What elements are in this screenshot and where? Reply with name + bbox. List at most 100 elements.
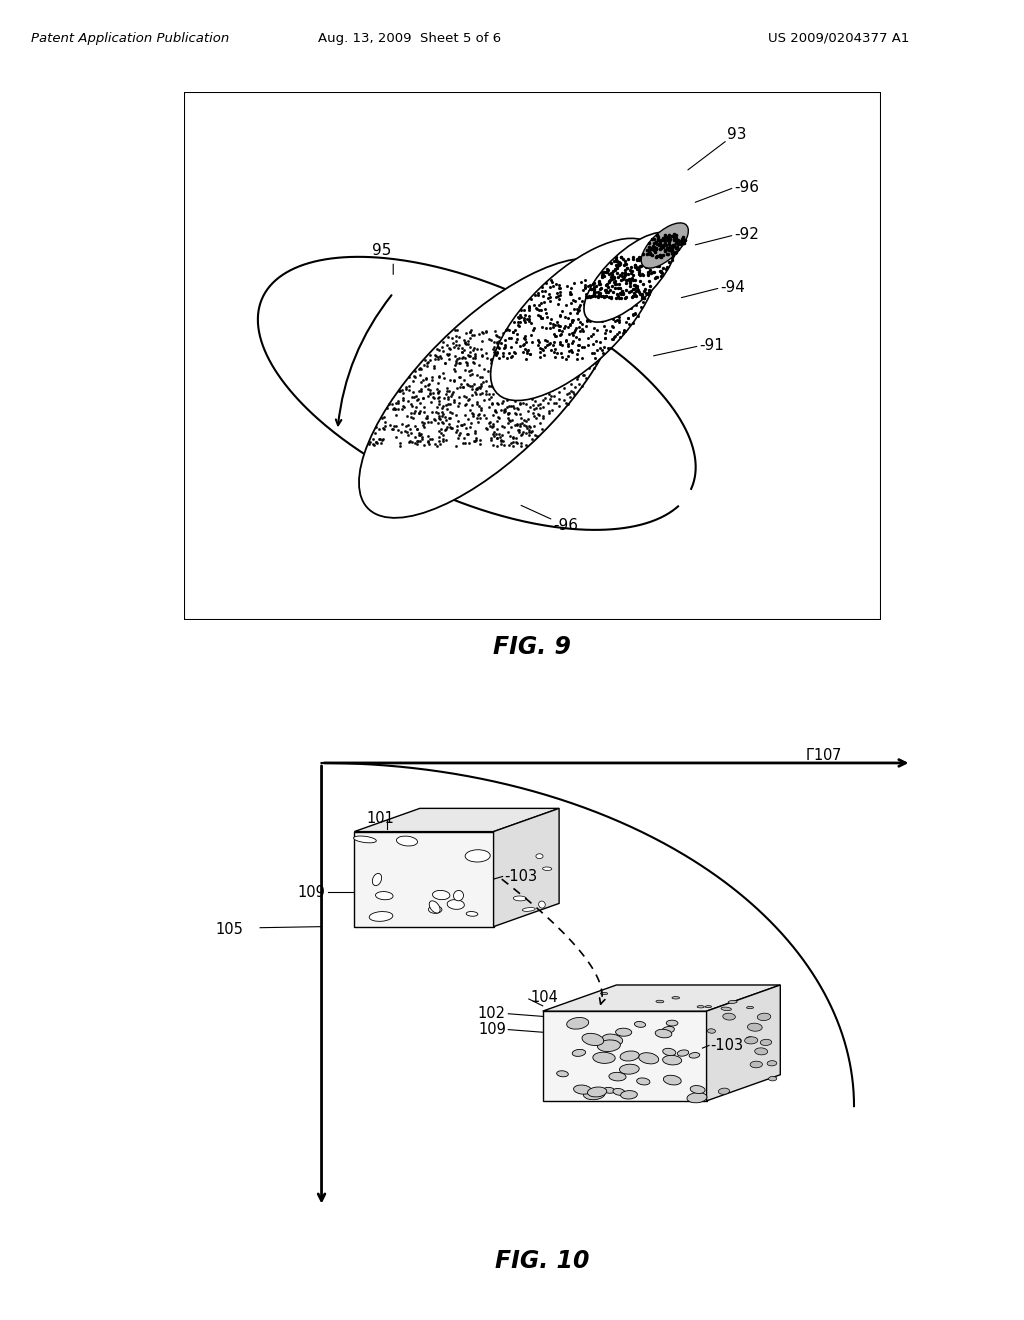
Point xyxy=(542,352,558,374)
Point xyxy=(660,239,677,260)
Point xyxy=(631,260,647,281)
Point xyxy=(627,304,643,325)
Point xyxy=(610,272,627,293)
Point xyxy=(488,342,505,363)
Point xyxy=(494,424,510,445)
Point xyxy=(587,346,603,367)
Point xyxy=(568,350,585,371)
Point xyxy=(625,305,641,326)
Point xyxy=(459,424,475,445)
Point xyxy=(531,305,548,326)
Point xyxy=(422,384,438,405)
Point xyxy=(507,352,523,374)
Point xyxy=(375,428,391,449)
Point xyxy=(545,317,561,338)
Point xyxy=(511,308,527,329)
Point xyxy=(495,337,511,358)
Point xyxy=(540,288,556,309)
Point xyxy=(618,257,635,279)
Point xyxy=(416,434,432,455)
Point xyxy=(595,337,611,358)
Point xyxy=(450,414,466,436)
Point xyxy=(621,268,637,289)
Point xyxy=(524,420,541,441)
Point xyxy=(551,352,567,374)
Point xyxy=(579,288,595,309)
Point xyxy=(509,414,525,436)
Point xyxy=(375,417,391,438)
Point xyxy=(605,268,622,289)
Point xyxy=(562,313,579,334)
Point xyxy=(464,384,480,405)
Point xyxy=(605,309,622,330)
Point xyxy=(613,247,630,268)
Point xyxy=(558,342,574,363)
Point xyxy=(574,290,591,312)
Ellipse shape xyxy=(539,902,545,908)
Point xyxy=(641,271,657,292)
Point xyxy=(499,396,515,417)
Polygon shape xyxy=(494,808,559,927)
Point xyxy=(487,400,504,421)
Point xyxy=(505,432,521,453)
Point xyxy=(634,288,650,309)
Point xyxy=(572,272,589,293)
Point xyxy=(646,247,663,268)
Point xyxy=(616,284,633,305)
Point xyxy=(452,385,468,407)
Point xyxy=(433,412,450,433)
Point xyxy=(570,329,587,350)
Point xyxy=(551,288,567,309)
Point xyxy=(501,325,517,346)
Point xyxy=(570,374,587,395)
Point xyxy=(609,251,626,272)
Point xyxy=(647,242,664,263)
Point xyxy=(637,279,653,300)
Point xyxy=(385,399,401,420)
Point xyxy=(654,230,671,251)
Point xyxy=(493,400,509,421)
Point xyxy=(455,376,471,397)
Point xyxy=(429,381,445,403)
Point xyxy=(482,387,499,408)
Point xyxy=(665,243,681,264)
Point xyxy=(426,355,442,376)
Point xyxy=(412,430,428,451)
Point xyxy=(500,413,516,434)
Point xyxy=(593,335,609,356)
Point xyxy=(586,318,602,339)
Point xyxy=(520,420,537,441)
Point xyxy=(450,348,466,370)
Point xyxy=(578,335,594,356)
Point xyxy=(568,355,585,376)
Point xyxy=(647,231,664,252)
Point xyxy=(441,401,458,422)
Point xyxy=(635,264,651,285)
Point xyxy=(489,367,506,388)
Point xyxy=(602,280,618,301)
Point xyxy=(606,273,623,294)
Point xyxy=(407,367,423,388)
Point xyxy=(430,372,446,393)
Point xyxy=(416,412,432,433)
Point xyxy=(471,395,487,416)
Point xyxy=(608,251,625,272)
Point xyxy=(501,411,517,432)
Point xyxy=(628,277,644,298)
Point xyxy=(542,341,558,362)
Point xyxy=(420,351,436,372)
Point xyxy=(629,277,645,298)
Point xyxy=(530,282,547,304)
Point xyxy=(484,416,501,437)
Point xyxy=(523,429,540,450)
Point xyxy=(508,432,524,453)
Point xyxy=(597,281,613,302)
Point xyxy=(542,286,558,308)
Point xyxy=(597,288,613,309)
Ellipse shape xyxy=(662,1027,675,1034)
Point xyxy=(431,409,447,430)
Point xyxy=(582,310,598,331)
Point xyxy=(593,277,609,298)
Point xyxy=(435,367,452,388)
Point xyxy=(558,392,574,413)
